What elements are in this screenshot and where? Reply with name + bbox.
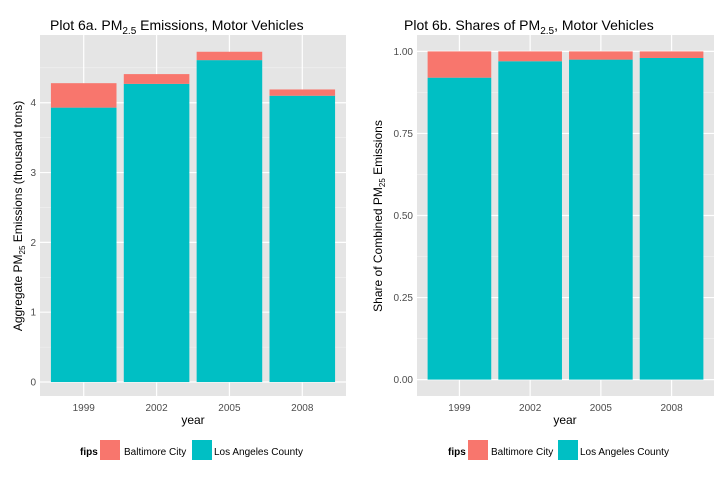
legend-key-la-6b bbox=[558, 440, 578, 460]
bar-los-angeles-county-2005 bbox=[196, 60, 263, 383]
y-tick-label: 1 bbox=[30, 308, 36, 319]
legend-title-6a: fips bbox=[80, 447, 98, 458]
legend-key-la-6a bbox=[192, 440, 212, 460]
bar-baltimore-city-2002 bbox=[123, 74, 190, 84]
legend-title-6b: fips bbox=[448, 447, 466, 458]
y-tick-label: 0.25 bbox=[394, 293, 414, 304]
chart-title-6b: Plot 6b. Shares of PM2.5, Motor Vehicles bbox=[404, 17, 654, 37]
legend-label-baltimore-6b: Baltimore City bbox=[491, 447, 553, 458]
chart-title-6a: Plot 6a. PM2.5 Emissions, Motor Vehicles bbox=[50, 17, 304, 37]
x-tick-label: 2005 bbox=[590, 403, 613, 414]
bar-baltimore-city-1999 bbox=[50, 83, 117, 108]
bar-los-angeles-county-1999 bbox=[50, 107, 117, 383]
bar-baltimore-city-1999 bbox=[427, 51, 492, 78]
x-axis-label-6b: year bbox=[553, 413, 576, 427]
x-tick-label: 2002 bbox=[145, 403, 168, 414]
bar-baltimore-city-2005 bbox=[569, 51, 633, 60]
bar-los-angeles-county-2008 bbox=[639, 57, 704, 380]
bar-baltimore-city-2008 bbox=[269, 89, 336, 96]
y-tick-labels-6b: 0.00 0.25 0.50 0.75 1.00 bbox=[394, 47, 414, 386]
legend-key-baltimore-6a bbox=[100, 440, 120, 460]
x-tick-labels-6a: 1999 2002 2005 2008 bbox=[73, 403, 314, 414]
bar-baltimore-city-2008 bbox=[639, 51, 704, 58]
bar-los-angeles-county-1999 bbox=[427, 77, 492, 380]
bar-baltimore-city-2002 bbox=[498, 51, 562, 62]
bar-los-angeles-county-2008 bbox=[269, 95, 336, 383]
x-tick-label: 2005 bbox=[218, 403, 241, 414]
y-axis-label-6b: Share of Combined PM25 Emissions bbox=[371, 120, 387, 312]
y-tick-label: 0.00 bbox=[394, 375, 414, 386]
y-tick-label: 3 bbox=[30, 168, 36, 179]
x-axis-label-6a: year bbox=[181, 413, 204, 427]
y-tick-label: 2 bbox=[30, 238, 36, 249]
bar-los-angeles-county-2005 bbox=[569, 59, 633, 380]
y-tick-label: 0 bbox=[30, 378, 36, 389]
legend-label-la-6a: Los Angeles County bbox=[214, 447, 303, 458]
bars-6b bbox=[427, 51, 704, 380]
bar-baltimore-city-2005 bbox=[196, 51, 263, 61]
legend-label-la-6b: Los Angeles County bbox=[580, 447, 669, 458]
y-axis-label-6a: Aggregate PM25 Emissions (thousand tons) bbox=[11, 101, 27, 331]
y-tick-label: 0.50 bbox=[394, 211, 414, 222]
legend-key-baltimore-6b bbox=[468, 440, 488, 460]
panel-6a: Plot 6a. PM2.5 Emissions, Motor Vehicles… bbox=[11, 17, 346, 460]
y-tick-labels-6a: 0 1 2 3 4 bbox=[30, 98, 36, 388]
x-tick-labels-6b: 1999 2002 2005 2008 bbox=[448, 403, 683, 414]
bar-los-angeles-county-2002 bbox=[498, 61, 562, 380]
bar-los-angeles-county-2002 bbox=[123, 83, 190, 383]
y-tick-label: 4 bbox=[30, 98, 36, 109]
x-tick-label: 2002 bbox=[519, 403, 542, 414]
x-tick-label: 1999 bbox=[73, 403, 96, 414]
panel-6b: Plot 6b. Shares of PM2.5, Motor Vehicles… bbox=[371, 17, 714, 460]
legend-6b: fips Baltimore City Los Angeles County bbox=[448, 440, 669, 460]
y-tick-label: 0.75 bbox=[394, 129, 414, 140]
x-tick-label: 2008 bbox=[660, 403, 683, 414]
y-tick-label: 1.00 bbox=[394, 47, 414, 58]
legend-label-baltimore-6a: Baltimore City bbox=[124, 447, 186, 458]
x-tick-label: 2008 bbox=[291, 403, 314, 414]
bars-6a bbox=[50, 51, 336, 383]
legend-6a: fips Baltimore City Los Angeles County bbox=[80, 440, 303, 460]
x-tick-label: 1999 bbox=[448, 403, 471, 414]
